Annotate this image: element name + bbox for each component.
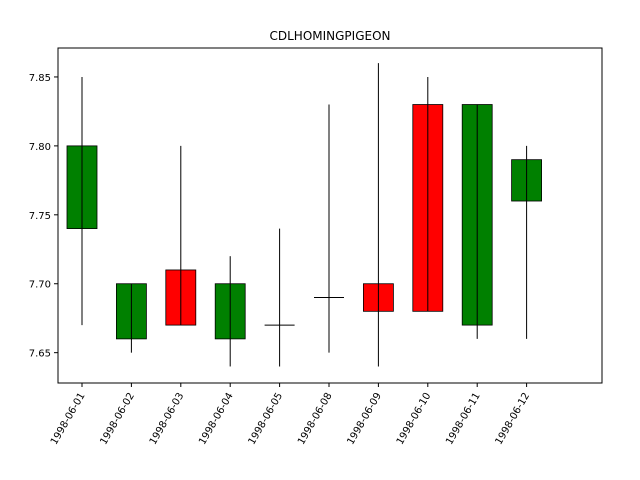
chart-title: CDLHOMINGPIGEON	[269, 29, 390, 43]
x-tick-label: 1998-06-04	[197, 391, 236, 447]
x-tick-label: 1998-06-09	[345, 391, 384, 447]
y-axis: 7.65 7.70 7.75 7.80 7.85	[29, 73, 58, 360]
plot-frame	[57, 47, 603, 384]
x-tick-label: 1998-06-08	[296, 391, 335, 447]
x-tick-label: 1998-06-10	[395, 391, 434, 447]
y-tick-label: 7.75	[29, 211, 51, 222]
x-tick-label: 1998-06-01	[49, 391, 88, 447]
x-tick-label: 1998-06-11	[444, 391, 483, 447]
x-tick-label: 1998-06-03	[148, 391, 187, 447]
y-tick-label: 7.70	[29, 280, 51, 291]
x-tick-label: 1998-06-12	[494, 391, 533, 447]
x-tick-label: 1998-06-02	[98, 391, 137, 447]
y-tick-label: 7.85	[29, 73, 51, 84]
y-tick-label: 7.80	[29, 142, 51, 153]
y-tick-label: 7.65	[29, 349, 51, 360]
candles-group	[66, 63, 543, 367]
x-tick-label: 1998-06-05	[247, 391, 286, 447]
x-axis: 1998-06-01 1998-06-02 1998-06-03 1998-06-04…	[49, 383, 532, 447]
